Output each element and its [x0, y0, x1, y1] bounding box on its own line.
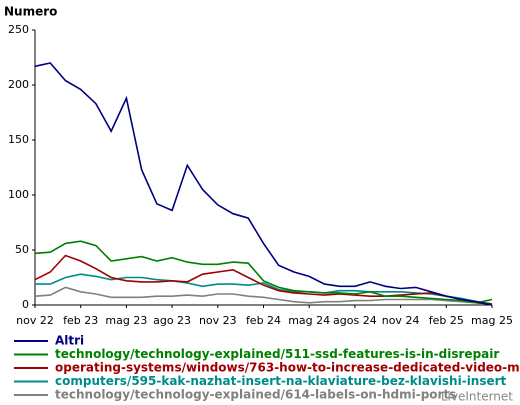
watermark: LiveInternet: [441, 390, 513, 404]
series-line: [35, 273, 493, 305]
y-tick-label: 250: [8, 23, 29, 36]
x-tick-label: nov 24: [382, 314, 420, 327]
y-tick-label: 150: [8, 133, 29, 146]
x-tick-label: nov 22: [16, 314, 54, 327]
y-tick-label: 100: [8, 188, 29, 201]
x-tick-label: nov 23: [199, 314, 237, 327]
legend-label: Altri: [55, 334, 84, 348]
series-line: [34, 254, 493, 305]
y-tick-label: 0: [22, 298, 29, 311]
x-tick-label: feb 24: [246, 314, 281, 327]
series-line: [34, 62, 493, 306]
series-line: [34, 240, 493, 304]
series-line: [34, 286, 493, 305]
y-tick-label: 200: [8, 78, 29, 91]
y-axis-label: Numero: [4, 5, 57, 19]
legend-label: operating-systems/windows/763-how-to-inc…: [55, 361, 520, 375]
x-tick-label: mag 24: [288, 314, 330, 327]
legend-label: computers/595-kak-nazhat-insert-na-klavi…: [55, 374, 507, 388]
y-tick-label: 50: [15, 243, 29, 256]
legend-label: technology/technology-explained/511-ssd-…: [55, 347, 499, 361]
legend-label: technology/technology-explained/614-labe…: [55, 388, 456, 402]
x-tick-label: feb 23: [63, 314, 98, 327]
x-tick-label: mag 25: [471, 314, 513, 327]
x-tick-label: mag 23: [105, 314, 147, 327]
x-tick-label: agos 24: [333, 314, 377, 327]
x-tick-label: feb 25: [429, 314, 464, 327]
x-tick-label: ago 23: [153, 314, 191, 327]
